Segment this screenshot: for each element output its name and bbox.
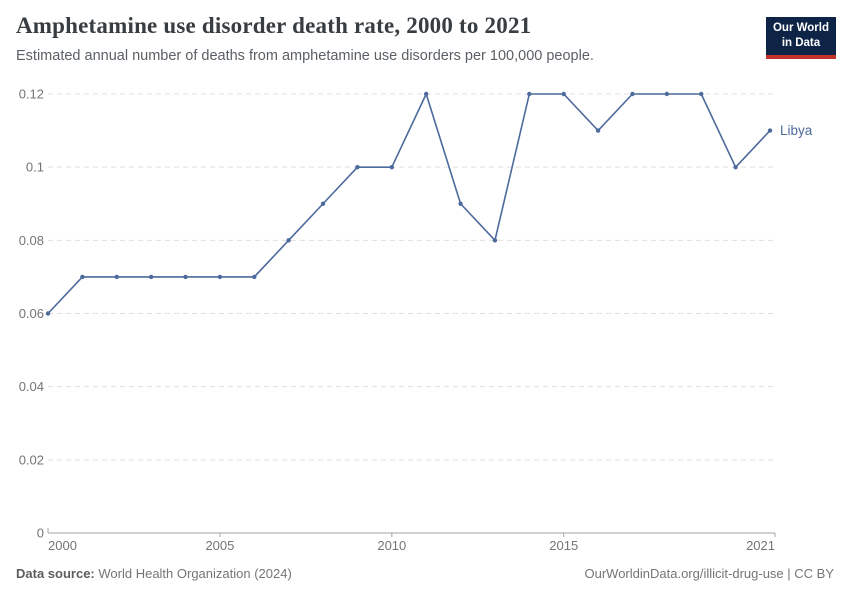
- data-line: [47, 93, 771, 315]
- data-point-marker: [286, 238, 291, 243]
- x-tick-label: 2000: [48, 538, 77, 553]
- series-end-label: Libya: [780, 123, 813, 138]
- chart-title: Amphetamine use disorder death rate, 200…: [16, 13, 532, 38]
- x-tick-label: 2015: [549, 538, 578, 553]
- data-point-marker: [252, 274, 257, 280]
- y-tick-label: 0.04: [19, 379, 44, 394]
- data-point-marker: [355, 164, 360, 170]
- data-point-marker: [423, 91, 429, 97]
- chart-footer: Data source: World Health Organization (…: [16, 566, 834, 581]
- data-point-marker: [630, 91, 635, 97]
- owid-logo: Our World in Data: [765, 17, 836, 59]
- license-note: OurWorldinData.org/illicit-drug-use | CC…: [584, 566, 835, 581]
- x-tick-label: 2005: [205, 538, 234, 553]
- x-tick-label: 2010: [377, 538, 406, 553]
- data-source-label: Data source:: [16, 566, 95, 581]
- data-point-marker: [217, 274, 223, 280]
- data-point-marker: [320, 201, 326, 206]
- data-point-marker: [561, 91, 566, 97]
- data-point-marker: [664, 91, 670, 97]
- x-tick-label: 2021: [746, 538, 775, 553]
- y-tick-label: 0: [37, 526, 44, 541]
- data-point-marker: [595, 128, 601, 133]
- y-tick-label: 0.06: [19, 306, 44, 321]
- data-point-marker: [114, 274, 119, 280]
- data-point-marker: [733, 164, 738, 170]
- y-tick-label: 0.08: [19, 233, 44, 248]
- chart-header: Amphetamine use disorder death rate, 200…: [16, 12, 750, 64]
- owid-logo-line2: in Data: [781, 36, 821, 49]
- owid-logo-line1: Our World: [772, 22, 829, 34]
- data-point-marker: [699, 91, 704, 97]
- chart-subtitle: Estimated annual number of deaths from a…: [16, 47, 594, 64]
- data-point-marker: [80, 274, 85, 280]
- data-point-marker: [183, 274, 188, 280]
- y-tick-label: 0.1: [26, 160, 44, 175]
- data-point-marker: [389, 164, 395, 170]
- y-tick-label: 0.02: [19, 452, 44, 467]
- data-point-marker: [767, 128, 773, 133]
- data-source-value: World Health Organization (2024): [98, 566, 292, 581]
- data-point-marker: [45, 311, 51, 316]
- data-point-marker: [492, 238, 498, 243]
- data-point-marker: [458, 201, 463, 206]
- data-source: Data source: World Health Organization (…: [16, 566, 292, 581]
- y-tick-label: 0.12: [19, 87, 44, 102]
- data-point-marker: [527, 91, 532, 97]
- data-point-marker: [148, 274, 154, 280]
